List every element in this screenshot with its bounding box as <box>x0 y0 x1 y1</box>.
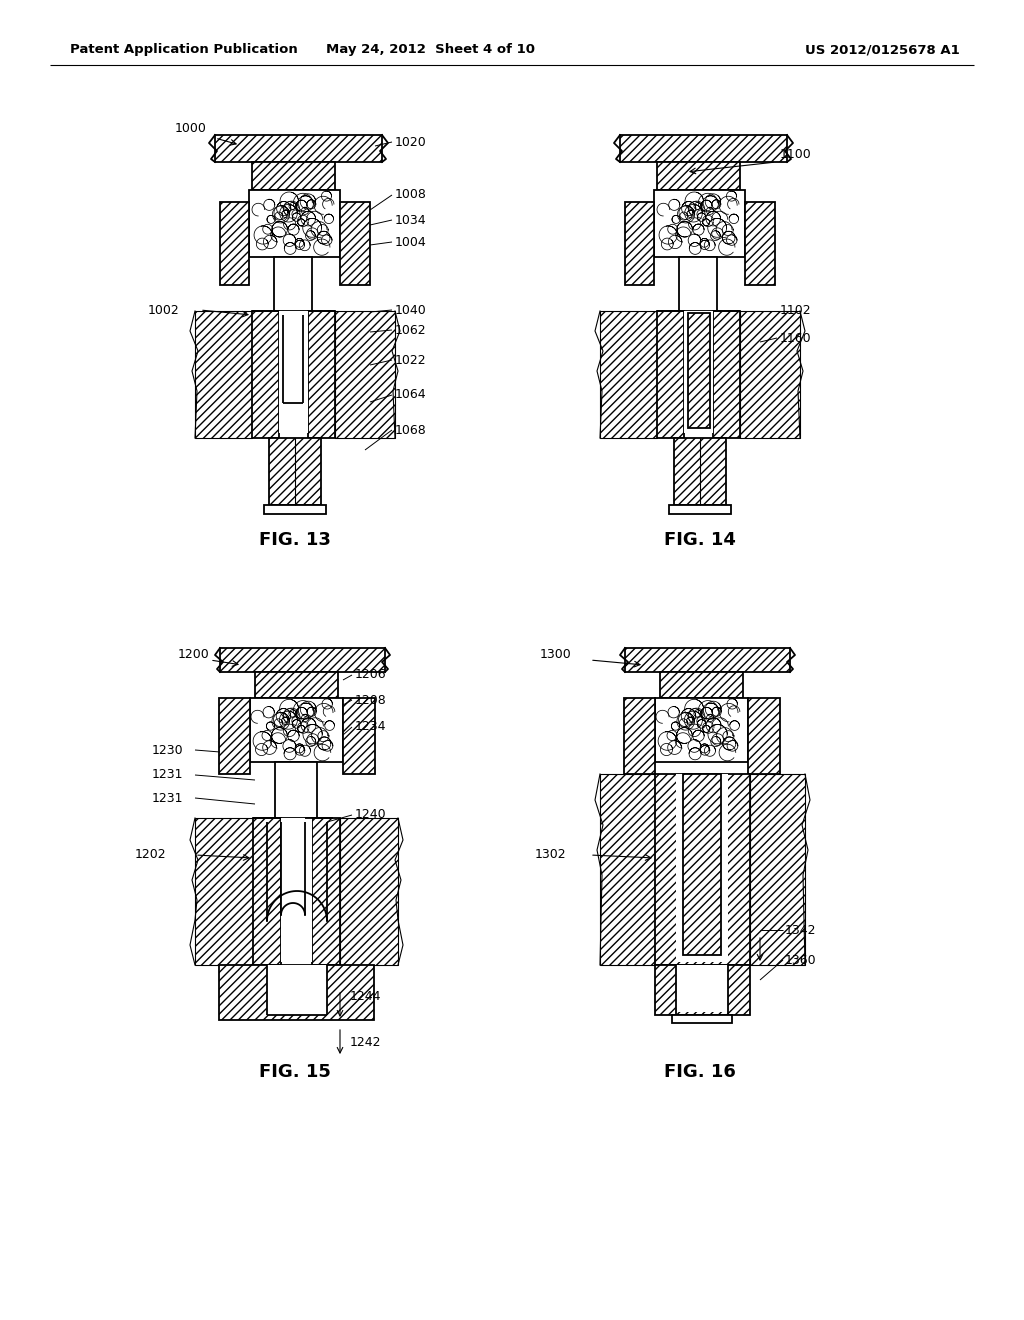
Text: 1000: 1000 <box>175 121 207 135</box>
Bar <box>745 202 775 285</box>
Bar <box>275 762 317 818</box>
Bar <box>274 257 312 312</box>
Text: 1240: 1240 <box>355 808 387 821</box>
Bar <box>625 202 654 285</box>
Bar <box>195 312 252 438</box>
Bar <box>308 312 335 438</box>
Bar <box>750 774 805 965</box>
Bar <box>688 313 710 428</box>
Bar <box>684 312 713 433</box>
Text: 1004: 1004 <box>395 235 427 248</box>
Text: 1022: 1022 <box>395 354 427 367</box>
Text: FIG. 13: FIG. 13 <box>259 531 331 549</box>
Bar <box>255 672 338 698</box>
Bar <box>669 506 731 513</box>
Bar <box>654 190 745 257</box>
Bar <box>713 312 740 438</box>
Bar <box>676 774 728 962</box>
Bar <box>264 506 326 513</box>
Text: 1231: 1231 <box>152 768 183 781</box>
Bar <box>250 698 343 762</box>
Bar <box>679 257 717 312</box>
Bar <box>269 438 321 506</box>
Text: US 2012/0125678 A1: US 2012/0125678 A1 <box>805 44 961 57</box>
Bar <box>600 312 657 438</box>
Bar <box>683 774 721 954</box>
Bar <box>340 818 398 965</box>
Text: 1008: 1008 <box>395 189 427 202</box>
Bar <box>281 818 312 962</box>
Text: 1231: 1231 <box>152 792 183 804</box>
Bar <box>215 135 382 162</box>
Bar <box>340 202 370 285</box>
Text: 1062: 1062 <box>395 323 427 337</box>
Text: 1230: 1230 <box>152 743 183 756</box>
Text: 1020: 1020 <box>395 136 427 149</box>
Bar <box>674 438 726 506</box>
Text: 1102: 1102 <box>780 304 812 317</box>
Text: 1242: 1242 <box>350 1035 382 1048</box>
Bar <box>748 698 780 774</box>
Text: 1300: 1300 <box>540 648 571 661</box>
Bar <box>620 135 787 162</box>
Bar <box>252 312 279 438</box>
Text: Patent Application Publication: Patent Application Publication <box>70 44 298 57</box>
Text: FIG. 16: FIG. 16 <box>664 1063 736 1081</box>
Text: 1208: 1208 <box>355 693 387 706</box>
Text: May 24, 2012  Sheet 4 of 10: May 24, 2012 Sheet 4 of 10 <box>326 44 535 57</box>
Text: 1302: 1302 <box>535 849 566 862</box>
Text: 1200: 1200 <box>178 648 210 661</box>
Text: 1064: 1064 <box>395 388 427 401</box>
Bar <box>655 965 750 1015</box>
Bar <box>279 312 308 433</box>
Bar <box>740 312 800 438</box>
Text: 1002: 1002 <box>148 304 180 317</box>
Bar <box>655 774 750 965</box>
Bar <box>312 818 340 965</box>
Bar <box>220 202 249 285</box>
Text: FIG. 15: FIG. 15 <box>259 1063 331 1081</box>
Bar <box>343 698 375 774</box>
Text: 1034: 1034 <box>395 214 427 227</box>
Bar <box>220 648 385 672</box>
Bar <box>195 818 253 965</box>
Bar <box>219 965 374 1020</box>
Bar <box>253 818 281 965</box>
Text: FIG. 14: FIG. 14 <box>664 531 736 549</box>
Text: 1040: 1040 <box>395 304 427 317</box>
Bar <box>219 698 250 774</box>
Bar <box>335 312 395 438</box>
Bar <box>624 698 655 774</box>
Bar <box>249 190 340 257</box>
Bar <box>600 774 655 965</box>
Bar <box>660 672 743 698</box>
Text: 1068: 1068 <box>395 424 427 437</box>
Bar <box>625 648 790 672</box>
Bar <box>267 965 327 1015</box>
Bar <box>672 1015 732 1023</box>
Bar <box>655 698 748 762</box>
Text: 1160: 1160 <box>780 331 812 345</box>
Text: 1100: 1100 <box>780 149 812 161</box>
Text: 1206: 1206 <box>355 668 387 681</box>
Text: 1360: 1360 <box>785 953 816 966</box>
Bar <box>676 965 728 1012</box>
Bar <box>657 162 740 190</box>
Text: 1234: 1234 <box>355 721 386 734</box>
Text: 1244: 1244 <box>350 990 382 1003</box>
Text: 1342: 1342 <box>785 924 816 936</box>
Bar <box>657 312 684 438</box>
Text: 1202: 1202 <box>135 849 167 862</box>
Bar <box>252 162 335 190</box>
